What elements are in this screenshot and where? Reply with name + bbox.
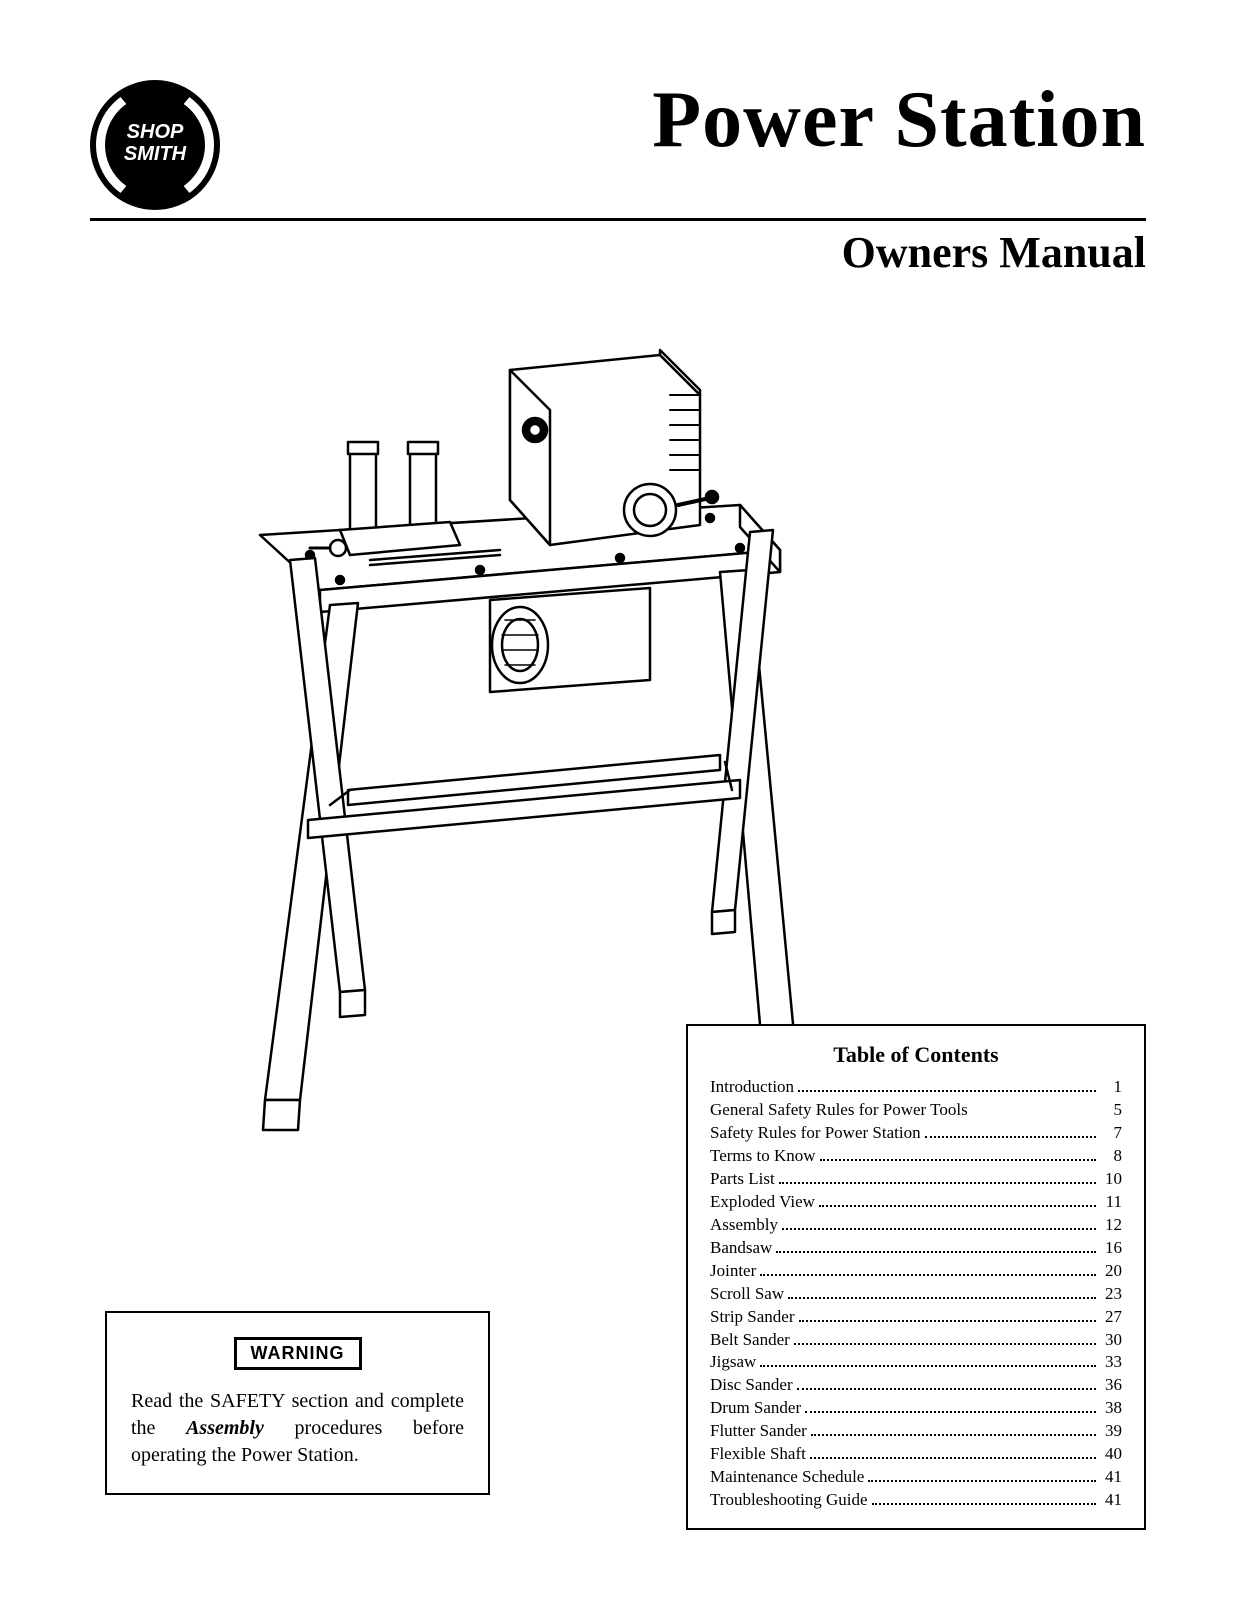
toc-entry-page: 39 xyxy=(1100,1420,1122,1443)
toc-entry-page: 16 xyxy=(1100,1237,1122,1260)
toc-row: Parts List 10 xyxy=(710,1168,1122,1191)
toc-row: Exploded View 11 xyxy=(710,1191,1122,1214)
toc-row: Bandsaw 16 xyxy=(710,1237,1122,1260)
toc-row: Troubleshooting Guide 41 xyxy=(710,1489,1122,1512)
toc-list: Introduction1General Safety Rules for Po… xyxy=(710,1076,1122,1512)
toc-row: Belt Sander 30 xyxy=(710,1329,1122,1352)
toc-entry-label: Introduction xyxy=(710,1076,794,1099)
toc-entry-label: Bandsaw xyxy=(710,1237,772,1260)
toc-leader-dots xyxy=(820,1159,1096,1161)
toc-entry-page: 12 xyxy=(1100,1214,1122,1237)
toc-leader-dots xyxy=(797,1388,1096,1390)
toc-leader-dots xyxy=(819,1205,1096,1207)
document-title: Power Station xyxy=(240,80,1146,160)
toc-entry-page: 30 xyxy=(1100,1329,1122,1352)
toc-box: Table of Contents Introduction1General S… xyxy=(686,1024,1146,1530)
toc-entry-page: 27 xyxy=(1100,1306,1122,1329)
document-subtitle: Owners Manual xyxy=(90,227,1146,278)
toc-entry-label: Drum Sander xyxy=(710,1397,801,1420)
toc-row: Assembly 12 xyxy=(710,1214,1122,1237)
toc-entry-label: Belt Sander xyxy=(710,1329,790,1352)
toc-row: General Safety Rules for Power Tools 5 xyxy=(710,1099,1122,1122)
toc-row: Terms to Know 8 xyxy=(710,1145,1122,1168)
warning-label-wrap: WARNING xyxy=(131,1337,464,1370)
toc-entry-label: Scroll Saw xyxy=(710,1283,784,1306)
toc-leader-dots xyxy=(799,1320,1096,1322)
toc-leader-dots xyxy=(776,1251,1096,1253)
toc-row: Safety Rules for Power Station 7 xyxy=(710,1122,1122,1145)
toc-row: Drum Sander 38 xyxy=(710,1397,1122,1420)
toc-entry-label: Jointer xyxy=(710,1260,756,1283)
toc-entry-page: 33 xyxy=(1100,1351,1122,1374)
toc-leader-dots xyxy=(868,1480,1096,1482)
toc-leader-dots xyxy=(760,1274,1096,1276)
warning-label: WARNING xyxy=(234,1337,362,1370)
toc-entry-label: General Safety Rules for Power Tools xyxy=(710,1099,968,1122)
toc-row: Disc Sander 36 xyxy=(710,1374,1122,1397)
toc-row: Jigsaw 33 xyxy=(710,1351,1122,1374)
toc-entry-page: 38 xyxy=(1100,1397,1122,1420)
toc-leader-dots xyxy=(782,1228,1096,1230)
toc-entry-page: 41 xyxy=(1100,1466,1122,1489)
toc-entry-label: Terms to Know xyxy=(710,1145,816,1168)
toc-leader-dots xyxy=(872,1503,1096,1505)
toc-row: Maintenance Schedule 41 xyxy=(710,1466,1122,1489)
toc-entry-label: Flexible Shaft xyxy=(710,1443,806,1466)
toc-entry-label: Maintenance Schedule xyxy=(710,1466,864,1489)
toc-row: Flutter Sander 39 xyxy=(710,1420,1122,1443)
toc-entry-label: Troubleshooting Guide xyxy=(710,1489,868,1512)
warning-box: WARNING Read the SAFETY section and comp… xyxy=(105,1311,490,1495)
toc-entry-page: 8 xyxy=(1100,1145,1122,1168)
toc-row: Flexible Shaft 40 xyxy=(710,1443,1122,1466)
toc-entry-page: 10 xyxy=(1100,1168,1122,1191)
toc-entry-label: Exploded View xyxy=(710,1191,815,1214)
toc-entry-label: Flutter Sander xyxy=(710,1420,807,1443)
toc-entry-page: 23 xyxy=(1100,1283,1122,1306)
header: SHOP SMITH Power Station xyxy=(90,80,1146,210)
toc-leader-dots xyxy=(810,1457,1096,1459)
logo-text-bottom: SMITH xyxy=(124,143,187,165)
toc-entry-label: Parts List xyxy=(710,1168,775,1191)
shopsmith-logo-icon: SHOP SMITH xyxy=(90,80,220,210)
toc-leader-dots xyxy=(925,1136,1096,1138)
toc-row: Introduction 1 xyxy=(710,1076,1122,1099)
toc-row: Scroll Saw 23 xyxy=(710,1283,1122,1306)
toc-entry-label: Strip Sander xyxy=(710,1306,795,1329)
toc-entry-page: 11 xyxy=(1100,1191,1122,1214)
warning-text: Read the SAFETY section and complete the… xyxy=(131,1388,464,1469)
toc-entry-label: Jigsaw xyxy=(710,1351,756,1374)
title-block: Power Station xyxy=(220,80,1146,160)
header-rule xyxy=(90,218,1146,221)
toc-entry-page: 41 xyxy=(1100,1489,1122,1512)
toc-title: Table of Contents xyxy=(710,1042,1122,1068)
toc-entry-page: 7 xyxy=(1100,1122,1122,1145)
toc-leader-dots xyxy=(798,1090,1096,1092)
toc-entry-label: Safety Rules for Power Station xyxy=(710,1122,921,1145)
toc-leader-dots xyxy=(779,1182,1096,1184)
logo-text-top: SHOP xyxy=(127,121,184,143)
toc-row: Jointer 20 xyxy=(710,1260,1122,1283)
toc-entry-page: 40 xyxy=(1100,1443,1122,1466)
toc-entry-page: 5 xyxy=(1100,1099,1122,1122)
toc-leader-dots xyxy=(760,1365,1096,1367)
toc-leader-dots xyxy=(794,1343,1096,1345)
toc-leader-dots xyxy=(805,1411,1096,1413)
toc-entry-page: 1 xyxy=(1100,1076,1122,1099)
toc-entry-page: 36 xyxy=(1100,1374,1122,1397)
toc-entry-label: Disc Sander xyxy=(710,1374,793,1397)
toc-leader-dots xyxy=(788,1297,1096,1299)
toc-entry-page: 20 xyxy=(1100,1260,1122,1283)
toc-leader-dots xyxy=(811,1434,1096,1436)
page: SHOP SMITH Power Station Owners Manual xyxy=(0,0,1236,1600)
toc-row: Strip Sander 27 xyxy=(710,1306,1122,1329)
toc-entry-label: Assembly xyxy=(710,1214,778,1237)
